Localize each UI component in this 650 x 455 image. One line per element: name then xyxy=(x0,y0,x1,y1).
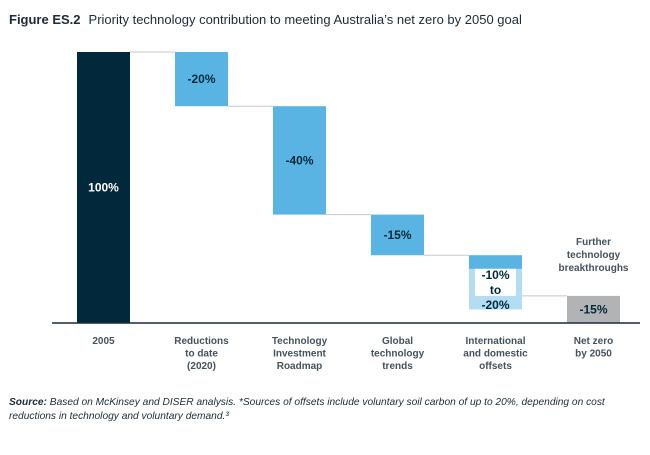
x-tick-label: Net zero xyxy=(574,336,613,347)
bar-2 xyxy=(175,52,228,107)
x-tick-label: by 2050 xyxy=(575,349,612,360)
x-tick-label: Reductions xyxy=(174,336,229,347)
data-label: -10% xyxy=(481,268,509,282)
data-label: to xyxy=(490,283,501,297)
data-label: -15% xyxy=(579,302,607,316)
source-label: Source: xyxy=(9,397,47,408)
x-tick-label: and domestic xyxy=(463,349,528,360)
offset-range-inner-box xyxy=(475,268,516,296)
data-label: -20% xyxy=(187,72,215,86)
x-tick-label: 2005 xyxy=(92,336,115,347)
x-tick-label: (2020) xyxy=(187,361,216,372)
x-tick-label: offsets xyxy=(479,361,512,372)
x-tick-label: Investment xyxy=(273,349,326,360)
bar-1 xyxy=(77,52,130,323)
bar-6 xyxy=(567,295,620,323)
figure-title: Figure ES.2 Priority technology contribut… xyxy=(9,12,522,27)
x-tick-label: trends xyxy=(382,361,413,372)
annotation-further-breakthroughs: Further xyxy=(576,237,611,248)
figure-label: Figure ES.2 xyxy=(9,12,81,27)
waterfall-chart: 100%-20%-40%-15%-10%to-20% -15%Furthertec… xyxy=(52,51,640,372)
x-tick-label: technology xyxy=(371,349,425,360)
data-label: -15% xyxy=(383,228,411,242)
source-text: Based on McKinsey and DISER analysis. *S… xyxy=(9,397,605,422)
x-tick-label: Technology xyxy=(272,336,328,347)
x-tick-label: Roadmap xyxy=(277,361,323,372)
offset-range-top-band xyxy=(469,255,522,269)
bar-4 xyxy=(371,214,424,256)
figure-title-text: Priority technology contribution to meet… xyxy=(88,12,522,27)
x-tick-label: to date xyxy=(185,349,218,360)
x-tick-label: International xyxy=(465,336,525,347)
data-label: -20% xyxy=(481,298,509,312)
bar-3 xyxy=(273,106,326,215)
data-label: 100% xyxy=(88,181,119,195)
data-label: -40% xyxy=(285,153,313,167)
source-note: Source: Based on McKinsey and DISER anal… xyxy=(9,396,641,423)
annotation-further-breakthroughs: breakthroughs xyxy=(558,263,628,274)
annotation-further-breakthroughs: technology xyxy=(567,250,621,261)
x-tick-label: Global xyxy=(382,336,413,347)
